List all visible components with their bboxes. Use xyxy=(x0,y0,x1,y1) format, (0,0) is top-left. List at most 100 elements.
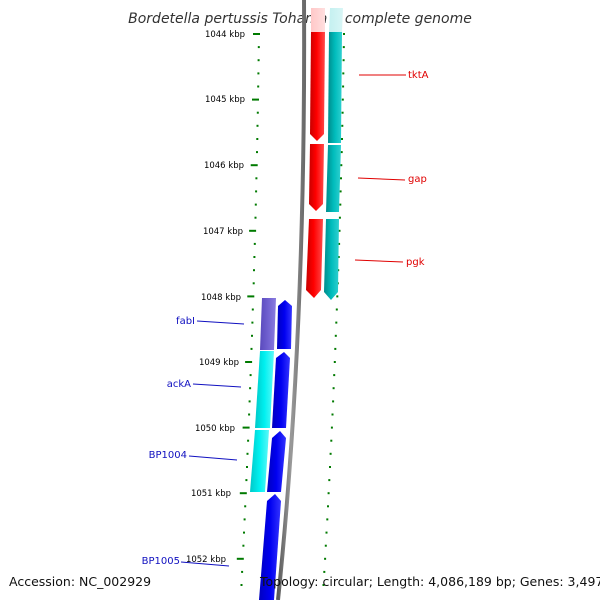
gene-label-BP1005[interactable]: BP1005 xyxy=(142,556,180,567)
minor-tick xyxy=(247,439,250,442)
minor-tick xyxy=(339,190,342,193)
minor-tick xyxy=(324,544,327,547)
scale-label-1044: 1044 kbp xyxy=(205,30,245,40)
minor-tick xyxy=(331,413,334,416)
leader-gap xyxy=(357,177,406,181)
minor-tick xyxy=(256,111,259,114)
minor-tick xyxy=(253,242,256,245)
minor-tick xyxy=(246,466,248,468)
minor-tick xyxy=(341,98,344,101)
minor-tick xyxy=(330,439,333,442)
leader-ackA xyxy=(192,383,242,388)
reverse-cds-track xyxy=(250,298,276,492)
gene-BP1005 xyxy=(259,494,281,600)
minor-tick xyxy=(241,570,244,573)
minor-tick xyxy=(338,216,341,219)
gene-label-fabI[interactable]: fabI xyxy=(176,316,195,327)
gene-label-ackA[interactable]: ackA xyxy=(167,379,191,390)
cds-tktA-top xyxy=(329,8,343,32)
gene-label-gap[interactable]: gap xyxy=(408,174,427,185)
leader-BP1004 xyxy=(188,455,238,461)
minor-tick xyxy=(332,400,335,403)
gene-label-BP1004[interactable]: BP1004 xyxy=(149,450,187,461)
minor-tick xyxy=(338,242,341,245)
minor-tick xyxy=(341,111,344,114)
cds-fabI xyxy=(260,298,276,350)
gene-labels: tktA gap pgk fabI ackA BP1004 BP1005 xyxy=(142,70,429,567)
gene-tktA xyxy=(310,32,325,141)
minor-tick xyxy=(243,518,246,521)
scale-label-1050: 1050 kbp xyxy=(195,424,235,434)
map-title: Bordetella pertussis Tohama I, complete … xyxy=(128,11,472,27)
minor-tick xyxy=(333,374,336,377)
scale-label-1048: 1048 kbp xyxy=(201,293,241,303)
minor-tick xyxy=(338,229,341,232)
minor-tick xyxy=(249,387,252,390)
minor-tick xyxy=(342,59,345,62)
scale-label-1046: 1046 kbp xyxy=(204,161,244,171)
scale-label-1045: 1045 kbp xyxy=(205,95,245,105)
minor-tick xyxy=(248,413,251,416)
minor-tick xyxy=(245,479,248,482)
minor-tick xyxy=(323,570,326,573)
major-tick xyxy=(247,295,255,298)
minor-tick xyxy=(326,518,329,521)
minor-tick xyxy=(243,531,245,534)
major-tick xyxy=(253,33,260,35)
minor-tick xyxy=(336,295,339,298)
gene-BP1004 xyxy=(267,431,286,492)
minor-tick xyxy=(342,46,345,49)
gene-fabI xyxy=(277,300,292,349)
major-tick xyxy=(242,426,250,429)
cds-ackA xyxy=(255,351,274,428)
gene-label-tktA[interactable]: tktA xyxy=(408,70,429,81)
gene-label-pgk[interactable]: pgk xyxy=(406,257,425,268)
minor-tick xyxy=(335,321,338,324)
cds-pgk xyxy=(324,219,339,300)
gene-pgk xyxy=(306,219,323,298)
minor-tick xyxy=(339,203,342,206)
minor-tick xyxy=(257,46,260,49)
major-tick xyxy=(250,164,258,167)
gene-gap xyxy=(309,144,324,211)
leader-fabI xyxy=(196,320,245,325)
minor-tick xyxy=(256,124,259,127)
minor-tick xyxy=(337,256,340,258)
gene-label-leaders xyxy=(180,74,406,567)
minor-tick xyxy=(327,492,330,495)
scale-label-1047: 1047 kbp xyxy=(203,227,243,237)
cds-BP1004 xyxy=(250,430,269,492)
minor-tick xyxy=(255,190,258,193)
minor-tick xyxy=(242,544,245,547)
minor-tick xyxy=(254,203,257,206)
cds-tktA xyxy=(328,32,342,143)
minor-tick xyxy=(253,269,255,272)
forward-cds-track xyxy=(324,8,343,300)
minor-tick xyxy=(257,59,260,62)
scale-label-1052: 1052 kbp xyxy=(186,555,226,565)
genome-backbone xyxy=(276,0,307,600)
major-tick xyxy=(245,361,253,363)
minor-tick xyxy=(250,347,253,350)
minor-tick xyxy=(343,33,345,35)
minor-tick xyxy=(340,177,342,180)
gene-tktA-top xyxy=(311,8,325,32)
minor-tick xyxy=(330,426,333,429)
minor-tick xyxy=(322,584,325,586)
minor-tick xyxy=(334,334,337,337)
minor-tick xyxy=(251,308,254,311)
minor-tick xyxy=(254,216,257,219)
scale-label-1051: 1051 kbp xyxy=(191,489,231,499)
minor-tick xyxy=(324,557,327,560)
minor-tick xyxy=(240,584,243,586)
minor-tick xyxy=(342,85,345,88)
minor-tick xyxy=(253,256,256,258)
minor-tick xyxy=(256,138,259,140)
cds-gap xyxy=(326,145,341,212)
scale-label-1049: 1049 kbp xyxy=(199,358,239,368)
minor-tick xyxy=(342,72,345,75)
major-tick xyxy=(239,492,247,495)
minor-tick xyxy=(334,347,337,350)
minor-tick xyxy=(341,124,344,127)
